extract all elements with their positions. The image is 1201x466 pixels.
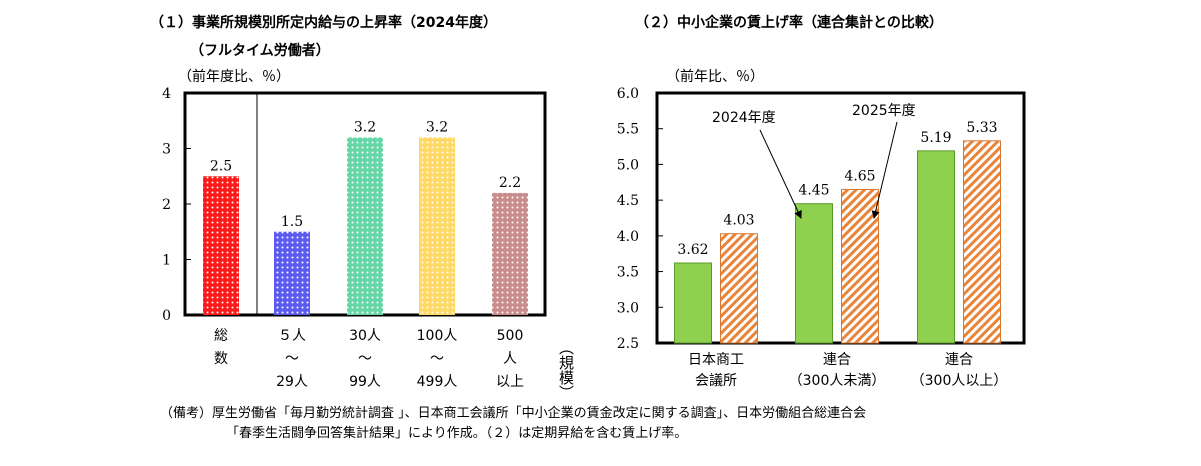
chart1-bar-value-label: 3.2 [354, 119, 376, 135]
chart1-category-label: 数 [214, 351, 228, 367]
chart1-bar [419, 137, 455, 315]
chart2-y-tick-label: 5.0 [617, 157, 639, 173]
annotation-2025-arrow [871, 121, 898, 219]
chart1-category-label: ～ [430, 351, 444, 367]
chart1-category-label: ～ [285, 351, 299, 367]
chart2-category-label: 日本商工 [688, 352, 744, 368]
chart1-category-label: 人 [503, 351, 517, 367]
chart1-bar-value-label: 2.2 [499, 175, 521, 191]
chart2-bar-value-label: 5.33 [966, 120, 997, 136]
chart2-bar-series-2 [963, 140, 1001, 344]
chart2-category-label: （300人未満） [789, 373, 886, 389]
chart2-title: （２）中小企業の賃上げ率（連合集計との比較） [635, 15, 943, 31]
chart1-size-axis-label: （規模） [557, 340, 575, 400]
chart2-y-tick-label: 6.0 [617, 86, 639, 102]
chart2-y-tick-label: 5.5 [617, 122, 639, 138]
chart1-title: （１）事業所規模別所定内給与の上昇率（2024年度） [150, 15, 497, 31]
chart2-bar-value-label: 4.03 [723, 213, 754, 229]
chart1-bar [274, 231, 310, 315]
chart2-y-tick-label: 4.0 [617, 229, 639, 245]
chart1-category-label: ～ [358, 351, 372, 367]
chart1-category-label: 499人 [417, 374, 458, 390]
chart1-y-tick-label: 4 [162, 86, 171, 102]
chart2-bar-series-2 [841, 188, 879, 344]
chart2-category-label: 連合 [945, 352, 973, 368]
chart1-bar-value-label: 1.5 [281, 214, 303, 230]
chart2-category-label: 連合 [823, 352, 851, 368]
chart2-bar-series-1 [917, 150, 955, 344]
chart2-bar-value-label: 4.45 [798, 183, 829, 199]
chart2-y-tick-label: 4.5 [617, 193, 639, 209]
annotation-2024-label: 2024年度 [712, 110, 776, 126]
chart1-bar-value-label: 2.5 [210, 158, 232, 174]
chart2-plot-frame [655, 91, 1026, 345]
chart2-bar-value-label: 3.62 [677, 242, 708, 258]
chart2-category-label: 会議所 [695, 372, 737, 389]
chart1-category-label: ５人 [278, 328, 306, 344]
footnote-line-2: 「春季生活闘争回答集計結果」により作成。（２）は定期昇給を含む賃上げ率。 [226, 426, 688, 441]
chart1-y-tick-label: 0 [162, 308, 171, 324]
chart2-bar-series-2 [720, 233, 758, 344]
chart1-bar [492, 192, 528, 315]
chart1-y-tick-label: 1 [162, 253, 171, 269]
chart1-category-label: 500 [497, 328, 524, 344]
chart1-category-label: 総 [214, 328, 228, 344]
chart1-category-label: 30人 [349, 328, 381, 344]
chart2-y-tick-label: 3.5 [617, 265, 639, 281]
chart2-y-tick-label: 2.5 [617, 336, 639, 352]
annotation-2024-arrow [759, 129, 802, 219]
chart2-y-tick-label: 3.0 [617, 300, 639, 316]
chart1-category-label: 以上 [496, 374, 524, 390]
chart1-category-label: 99人 [349, 374, 381, 390]
chart2-unit-label: （前年比、％） [666, 69, 764, 85]
annotation-2025-label: 2025年度 [852, 103, 916, 119]
chart2-bar-value-label: 4.65 [844, 168, 875, 184]
footnote-line-1: （備考）厚生労働省「毎月勤労統計調査 」、日本商工会議所「中小企業の賃金改定に関… [160, 406, 867, 421]
chart1-subtitle: （フルタイム労働者） [190, 43, 330, 59]
chart1-bar [347, 137, 383, 315]
chart2-category-label: （300人以上） [911, 373, 1008, 389]
chart1-y-tick-label: 2 [162, 197, 171, 213]
chart2-bar-series-1 [674, 262, 712, 344]
chart2-bar-value-label: 5.19 [920, 130, 951, 146]
chart2-bar-series-1 [795, 203, 833, 344]
chart1-category-label: 100人 [417, 328, 458, 344]
chart1-y-tick-label: 3 [162, 142, 171, 158]
chart1-unit-label: （前年度比、％） [178, 69, 290, 85]
chart1-bar [203, 176, 239, 315]
chart1-category-label: 29人 [276, 374, 308, 390]
chart1-bar-value-label: 3.2 [426, 119, 448, 135]
